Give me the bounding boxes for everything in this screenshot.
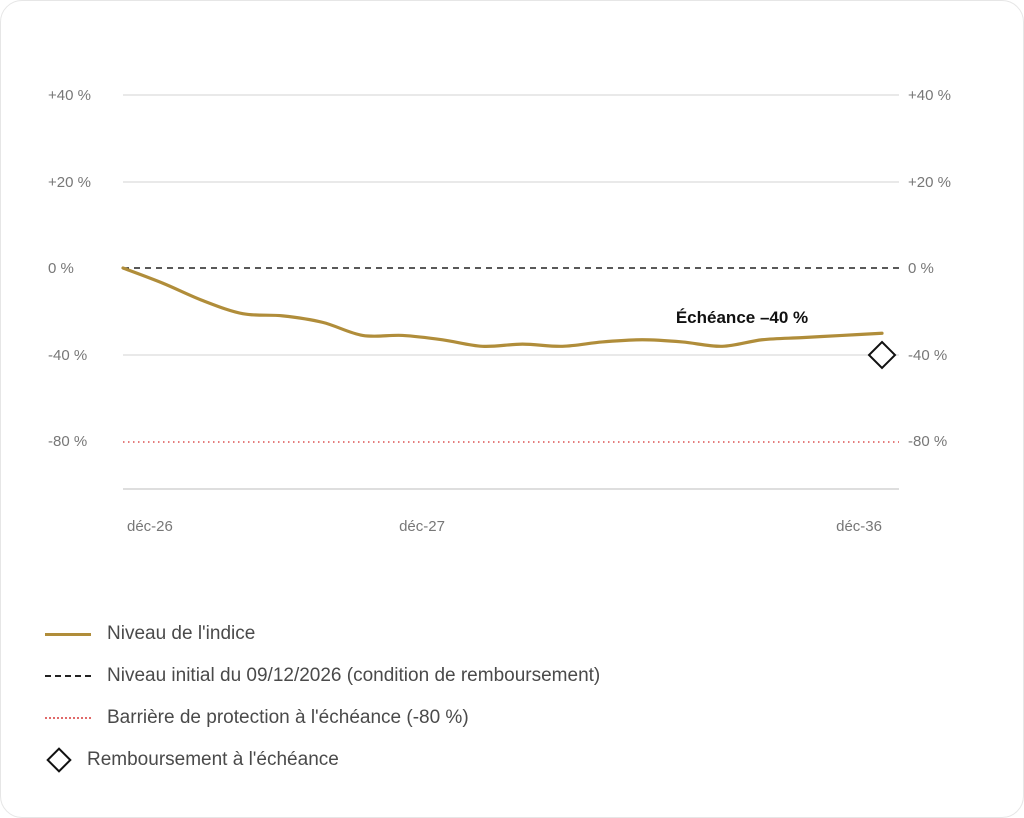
y-tick-label-left: +20 %	[48, 174, 91, 191]
y-tick-label-right: -80 %	[908, 433, 947, 450]
y-tick-label-left: 0 %	[48, 260, 74, 277]
legend-label: Niveau de l'indice	[107, 623, 256, 644]
x-tick-label: déc-26	[127, 518, 173, 535]
y-tick-label-left: +40 %	[48, 87, 91, 104]
diamond-icon	[46, 747, 72, 773]
legend-item-repayment: Remboursement à l'échéance	[45, 739, 600, 781]
legend-label: Barrière de protection à l'échéance (-80…	[107, 707, 469, 728]
line-chart: +40 % +20 % 0 % -40 % -80 % +40 % +20 % 0 % -40 …	[48, 87, 951, 535]
y-tick-label-left: -80 %	[48, 433, 87, 450]
axis-ticks: +40 % +20 % 0 % -40 % -80 % +40 % +20 % 0 % -40 …	[48, 87, 951, 535]
legend-label: Niveau initial du 09/12/2026 (condition …	[107, 665, 601, 686]
y-tick-label-left: -40 %	[48, 347, 87, 364]
dashed-line-icon	[45, 675, 91, 677]
index-level-line	[121, 266, 884, 349]
series-layer	[121, 266, 884, 349]
legend: Niveau de l'indice Niveau initial du 09/…	[45, 613, 600, 781]
x-tick-label: déc-27	[399, 518, 445, 535]
x-tick-label: déc-36	[836, 518, 882, 535]
dotted-line-icon	[45, 717, 91, 719]
y-tick-label-right: 0 %	[908, 260, 934, 277]
legend-item-initial-level: Niveau initial du 09/12/2026 (condition …	[45, 655, 600, 697]
grid-lines	[123, 94, 899, 490]
y-tick-label-right: +20 %	[908, 174, 951, 191]
repayment-diamond-marker	[867, 340, 897, 370]
solid-line-icon	[45, 632, 91, 636]
y-tick-label-right: -40 %	[908, 347, 947, 364]
reference-lines	[123, 267, 899, 443]
legend-item-protection-barrier: Barrière de protection à l'échéance (-80…	[45, 697, 600, 739]
legend-label: Remboursement à l'échéance	[87, 749, 339, 770]
marker-layer: Échéance –40 %	[676, 308, 897, 370]
legend-item-index-level: Niveau de l'indice	[45, 613, 600, 655]
y-tick-label-right: +40 %	[908, 87, 951, 104]
maturity-annotation: Échéance –40 %	[676, 308, 808, 327]
